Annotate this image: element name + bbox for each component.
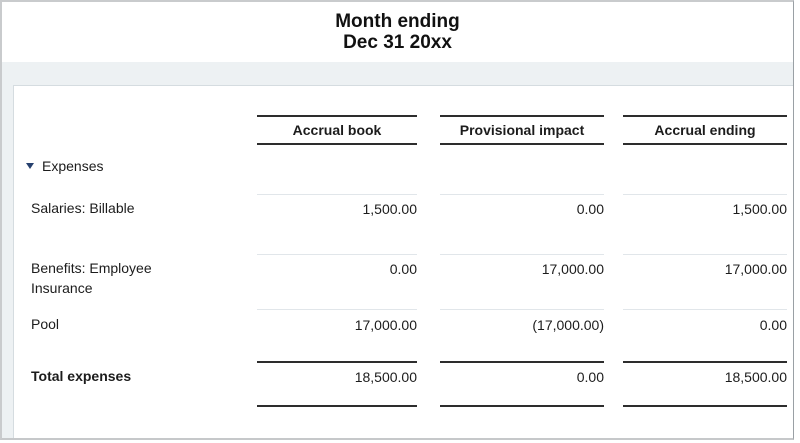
column-header-provisional-impact: Provisional impact [440,115,604,145]
cell-provisional-impact: 17,000.00 [440,254,604,298]
row-label: Pool [31,316,60,332]
report-period-title: Month ending [335,11,460,32]
total-row-label: Total expenses [31,368,132,384]
column-header-spacer [31,115,257,145]
column-header-row: Accrual book Provisional impact Accrual … [14,115,793,145]
cell-accrual-book: 1,500.00 [257,194,417,224]
table-row-benefits-employee-insurance: Benefits: Employee Insurance 0.00 17,000… [14,254,793,298]
table-row-salaries-billable: Salaries: Billable 1,500.00 0.00 1,500.0… [14,194,793,224]
row-label: Salaries: Billable [31,200,135,216]
cell-accrual-book: 17,000.00 [257,309,417,341]
cell-provisional-impact: (17,000.00) [440,309,604,341]
expenses-group-row[interactable]: Expenses [14,156,793,176]
total-provisional-impact: 0.00 [440,361,604,407]
report-header: Month ending Dec 31 20xx [2,2,793,62]
total-expenses-row: Total expenses 18,500.00 0.00 18,500.00 [14,361,793,407]
column-header-accrual-ending: Accrual ending [623,115,787,145]
collapse-triangle-icon[interactable] [26,163,34,169]
report-content-area: Accrual book Provisional impact Accrual … [2,62,793,438]
expenses-group-label: Expenses [42,158,104,174]
column-header-accrual-book: Accrual book [257,115,417,145]
cell-accrual-ending: 1,500.00 [623,194,787,224]
cell-provisional-impact: 0.00 [440,194,604,224]
cell-accrual-ending: 0.00 [623,309,787,341]
table-row-pool: Pool 17,000.00 (17,000.00) 0.00 [14,309,793,341]
report-period-date: Dec 31 20xx [343,32,452,53]
total-accrual-ending: 18,500.00 [623,361,787,407]
row-label: Benefits: Employee Insurance [31,260,152,296]
report-card: Accrual book Provisional impact Accrual … [13,85,793,438]
cell-accrual-ending: 17,000.00 [623,254,787,298]
total-accrual-book: 18,500.00 [257,361,417,407]
cell-accrual-book: 0.00 [257,254,417,298]
